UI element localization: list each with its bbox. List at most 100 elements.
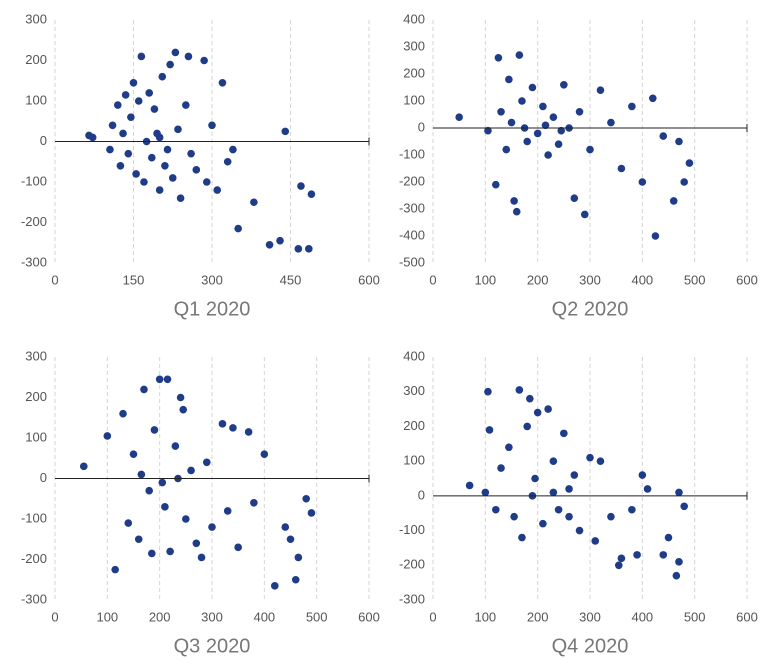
point bbox=[229, 424, 237, 432]
point bbox=[176, 393, 185, 402]
point bbox=[554, 505, 563, 514]
y-tick-label: -100 bbox=[21, 510, 47, 525]
point bbox=[507, 118, 516, 127]
x-tick-label: 400 bbox=[253, 609, 275, 624]
point bbox=[291, 575, 300, 584]
point bbox=[675, 488, 683, 497]
x-tick-label: 300 bbox=[579, 272, 601, 287]
point bbox=[119, 409, 127, 418]
x-tick-label: 450 bbox=[280, 272, 302, 287]
point bbox=[134, 535, 143, 544]
y-tick-label: 100 bbox=[25, 429, 47, 444]
point bbox=[565, 512, 573, 521]
y-tick-label: -100 bbox=[21, 173, 47, 188]
point bbox=[518, 97, 526, 105]
point bbox=[79, 462, 88, 471]
point bbox=[161, 162, 169, 170]
point bbox=[307, 190, 316, 198]
point bbox=[549, 488, 558, 497]
point bbox=[294, 553, 303, 562]
y-tick-label: 0 bbox=[40, 133, 47, 148]
point bbox=[557, 126, 566, 135]
point bbox=[171, 442, 180, 450]
x-tick-label: 300 bbox=[201, 609, 223, 624]
y-tick-label: 300 bbox=[25, 11, 47, 26]
y-tick-label: 400 bbox=[403, 348, 425, 363]
point bbox=[465, 481, 474, 490]
point bbox=[124, 519, 133, 527]
point bbox=[492, 505, 500, 514]
point bbox=[155, 186, 164, 194]
point bbox=[526, 394, 534, 403]
point bbox=[234, 543, 242, 552]
point bbox=[539, 102, 547, 111]
point bbox=[675, 137, 683, 146]
point bbox=[515, 386, 524, 394]
point bbox=[121, 91, 130, 99]
point bbox=[505, 443, 513, 452]
point bbox=[651, 232, 660, 240]
point bbox=[544, 405, 552, 413]
point bbox=[510, 512, 518, 521]
point bbox=[638, 178, 647, 186]
y-tick-label: -200 bbox=[399, 173, 425, 188]
point bbox=[187, 466, 195, 475]
y-tick-label: -300 bbox=[399, 591, 425, 606]
point bbox=[250, 499, 258, 507]
point bbox=[664, 533, 673, 542]
y-tick-label: 200 bbox=[25, 52, 47, 67]
point bbox=[531, 474, 539, 483]
x-tick-label: 600 bbox=[358, 272, 380, 287]
point bbox=[155, 133, 164, 142]
point bbox=[305, 245, 313, 253]
y-tick-label: 100 bbox=[403, 92, 425, 107]
point bbox=[140, 385, 148, 394]
point bbox=[161, 503, 169, 511]
point bbox=[455, 113, 463, 121]
point bbox=[512, 207, 521, 216]
point bbox=[484, 126, 492, 135]
point bbox=[158, 72, 167, 81]
point bbox=[155, 375, 164, 384]
point bbox=[202, 458, 211, 467]
point bbox=[628, 102, 636, 111]
point bbox=[114, 101, 122, 109]
point bbox=[171, 48, 180, 57]
point bbox=[223, 157, 232, 166]
y-tick-label: 300 bbox=[403, 383, 425, 398]
point bbox=[617, 164, 626, 173]
point bbox=[560, 429, 568, 438]
point bbox=[260, 450, 269, 459]
chart-title: Q3 2020 bbox=[174, 635, 251, 657]
point bbox=[515, 51, 524, 59]
point bbox=[505, 75, 513, 84]
point bbox=[549, 457, 558, 465]
point bbox=[672, 571, 681, 580]
x-tick-label: 0 bbox=[429, 609, 436, 624]
y-tick-label: 100 bbox=[25, 92, 47, 107]
point bbox=[497, 464, 505, 472]
point bbox=[533, 129, 542, 138]
point bbox=[150, 105, 159, 113]
point bbox=[208, 121, 216, 130]
y-tick-label: 0 bbox=[418, 487, 425, 502]
chart-title: Q1 2020 bbox=[174, 298, 251, 320]
x-tick-label: 200 bbox=[149, 609, 171, 624]
point bbox=[176, 194, 185, 202]
point bbox=[223, 507, 232, 515]
point bbox=[541, 121, 550, 130]
x-tick-label: 200 bbox=[527, 272, 549, 287]
x-tick-label: 0 bbox=[429, 272, 436, 287]
point bbox=[137, 470, 146, 479]
point bbox=[129, 78, 138, 87]
point bbox=[528, 83, 537, 92]
point bbox=[297, 182, 305, 190]
point bbox=[218, 78, 227, 87]
point bbox=[607, 512, 615, 521]
point bbox=[614, 561, 623, 570]
point bbox=[108, 121, 117, 130]
point bbox=[129, 450, 138, 459]
point bbox=[539, 519, 547, 528]
point bbox=[218, 420, 227, 428]
